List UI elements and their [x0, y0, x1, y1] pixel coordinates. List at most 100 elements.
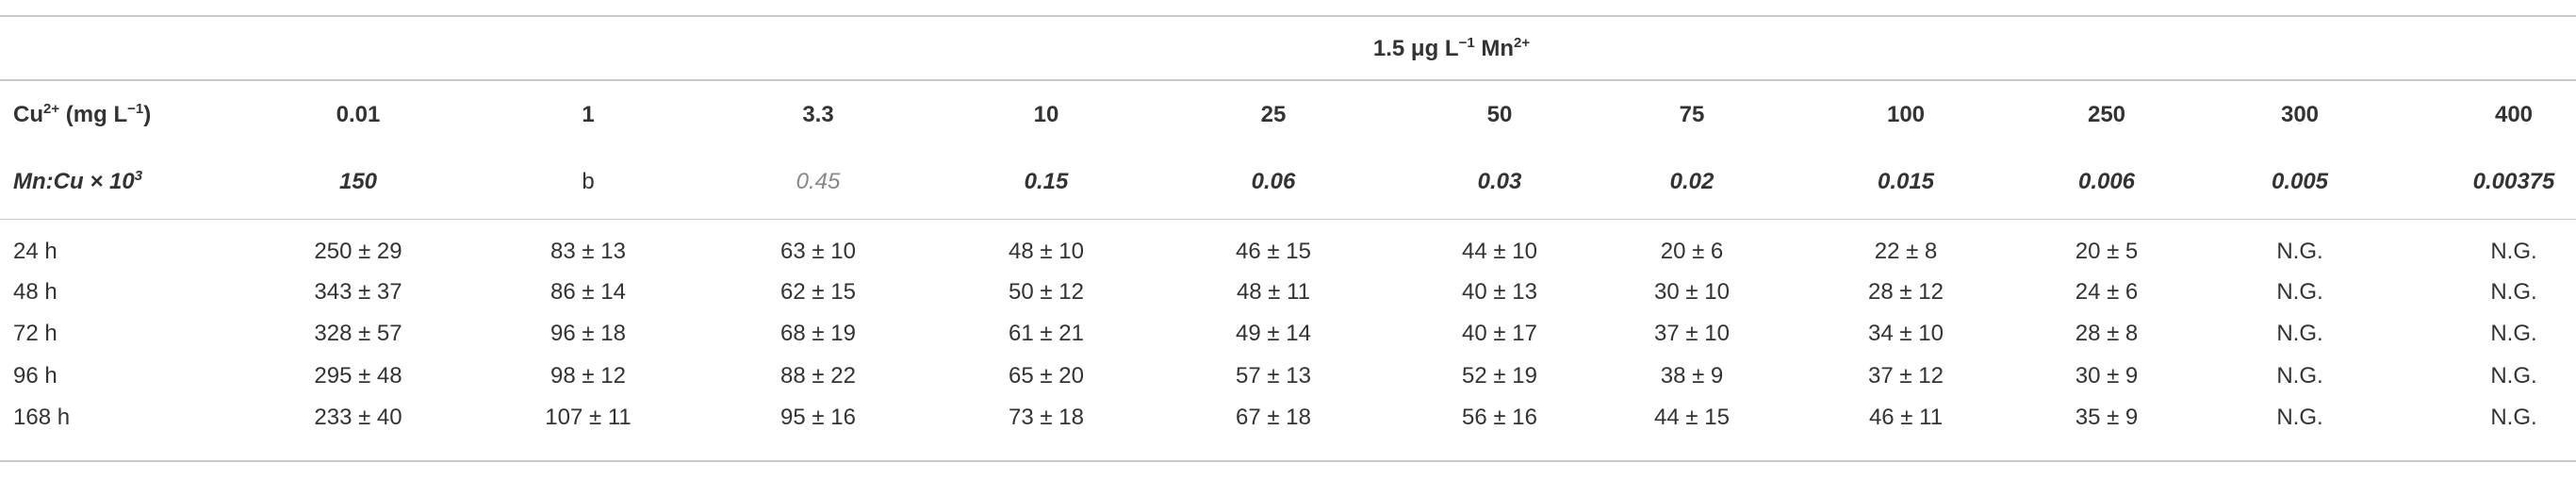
cell-value: 40 ± 17 — [1462, 321, 1537, 346]
cell-value: N.G. — [2490, 321, 2537, 346]
cell-value: 328 ± 57 — [314, 321, 402, 346]
cell-value: 62 ± 15 — [780, 279, 856, 305]
cell-value: 35 ± 9 — [2075, 405, 2139, 430]
cell-value: N.G. — [2276, 239, 2323, 264]
column-header: 100 — [1886, 102, 1926, 127]
header-title-part: Mn — [1474, 36, 1515, 61]
row-label-part: 3 — [134, 168, 143, 184]
row-label: Cu2+ (mg L−1) — [13, 102, 151, 128]
cell-value: 88 ± 22 — [780, 363, 856, 389]
column-header: 1 — [582, 102, 595, 127]
cell-value: 68 ± 19 — [780, 321, 856, 346]
row-label: Mn:Cu × 103 — [13, 169, 142, 195]
row-label: 96 h — [13, 363, 57, 389]
cell-value: 233 ± 40 — [314, 405, 402, 430]
cell-value: 63 ± 10 — [780, 239, 856, 264]
cell-value: 96 ± 18 — [550, 321, 626, 346]
ratio-value: 0.03 — [1477, 169, 1522, 194]
column-header: 3.3 — [802, 102, 834, 127]
cell-value: 20 ± 6 — [1660, 239, 1724, 264]
ratio-value: 0.45 — [796, 169, 841, 194]
cell-value: N.G. — [2490, 279, 2537, 305]
cell-value: 28 ± 8 — [2075, 321, 2139, 346]
header-title-part: 1.5 μg L — [1372, 36, 1459, 61]
column-header: 250 — [2087, 102, 2126, 127]
rule — [0, 79, 2576, 81]
header-title-part: 2+ — [1514, 35, 1531, 51]
cell-value: 46 ± 15 — [1236, 239, 1311, 264]
column-header: 75 — [1679, 102, 1705, 127]
column-header: 400 — [2494, 102, 2534, 127]
cell-value: 86 ± 14 — [550, 279, 626, 305]
cell-value: 295 ± 48 — [314, 363, 402, 389]
column-header: 300 — [2280, 102, 2320, 127]
cell-value: 37 ± 12 — [1868, 363, 1944, 389]
cell-value: 56 ± 16 — [1462, 405, 1537, 430]
rule — [0, 219, 2576, 220]
ratio-value: 0.06 — [1251, 169, 1296, 194]
row-label-part: −1 — [127, 101, 144, 117]
cell-value: 44 ± 15 — [1654, 405, 1730, 430]
cell-value: 30 ± 10 — [1654, 279, 1730, 305]
cell-value: N.G. — [2276, 405, 2323, 430]
cell-value: 250 ± 29 — [314, 239, 402, 264]
cell-value: 49 ± 14 — [1236, 321, 1311, 346]
column-header: 25 — [1260, 102, 1287, 127]
cell-value: 52 ± 19 — [1462, 363, 1537, 389]
cell-value: N.G. — [2276, 321, 2323, 346]
cell-value: 38 ± 9 — [1660, 363, 1724, 389]
cell-value: 24 ± 6 — [2075, 279, 2139, 305]
row-label-part: ) — [143, 102, 152, 127]
rule — [0, 15, 2576, 17]
row-label: 24 h — [13, 239, 57, 264]
cell-value: 61 ± 21 — [1009, 321, 1084, 346]
header-title: 1.5 μg L−1 Mn2+ — [1373, 36, 1530, 62]
row-label-part: Mn:Cu × 10 — [13, 169, 135, 194]
ratio-value: 0.005 — [2271, 169, 2329, 194]
ratio-value: 0.15 — [1024, 169, 1069, 194]
cell-value: N.G. — [2490, 405, 2537, 430]
cell-value: 48 ± 10 — [1009, 239, 1084, 264]
rule — [0, 460, 2576, 462]
cell-value: 95 ± 16 — [780, 405, 856, 430]
column-header: 0.01 — [336, 102, 381, 127]
row-label-part: (mg L — [59, 102, 128, 127]
cell-value: 40 ± 13 — [1462, 279, 1537, 305]
ratio-value: 150 — [338, 169, 378, 194]
cell-value: 22 ± 8 — [1874, 239, 1938, 264]
cell-value: N.G. — [2490, 363, 2537, 389]
row-label-part: 2+ — [43, 101, 60, 117]
cell-value: 65 ± 20 — [1009, 363, 1084, 389]
ratio-value: 0.006 — [2077, 169, 2136, 194]
ratio-value: 0.00375 — [2472, 169, 2555, 194]
cell-value: 73 ± 18 — [1009, 405, 1084, 430]
cell-value: 98 ± 12 — [550, 363, 626, 389]
cell-value: 46 ± 11 — [1868, 405, 1944, 430]
cell-value: 67 ± 18 — [1236, 405, 1311, 430]
cell-value: N.G. — [2276, 363, 2323, 389]
cell-value: 107 ± 11 — [545, 405, 632, 430]
cell-value: 83 ± 13 — [550, 239, 626, 264]
cell-value: 48 ± 11 — [1236, 279, 1311, 305]
cell-value: 343 ± 37 — [314, 279, 402, 305]
ratio-value: 0.02 — [1669, 169, 1715, 194]
row-label: 48 h — [13, 279, 57, 305]
cell-value: 30 ± 9 — [2075, 363, 2139, 389]
column-header: 50 — [1486, 102, 1513, 127]
row-label-part: Cu — [13, 102, 43, 127]
cell-value: 28 ± 12 — [1868, 279, 1944, 305]
cell-value: 57 ± 13 — [1236, 363, 1311, 389]
column-header: 10 — [1033, 102, 1059, 127]
cell-value: 34 ± 10 — [1868, 321, 1944, 346]
cell-value: 37 ± 10 — [1654, 321, 1730, 346]
ratio-value: b — [582, 169, 595, 194]
cell-value: N.G. — [2490, 239, 2537, 264]
cell-value: 50 ± 12 — [1009, 279, 1084, 305]
row-label: 72 h — [13, 321, 57, 346]
ratio-value: 0.015 — [1877, 169, 1935, 194]
header-title-part: −1 — [1458, 35, 1475, 51]
row-label: 168 h — [13, 405, 71, 430]
cell-value: N.G. — [2276, 279, 2323, 305]
cell-value: 20 ± 5 — [2075, 239, 2139, 264]
